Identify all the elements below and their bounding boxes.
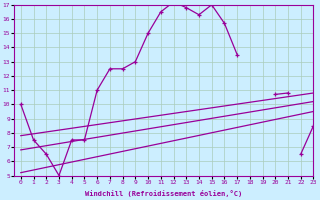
X-axis label: Windchill (Refroidissement éolien,°C): Windchill (Refroidissement éolien,°C) [85,190,243,197]
